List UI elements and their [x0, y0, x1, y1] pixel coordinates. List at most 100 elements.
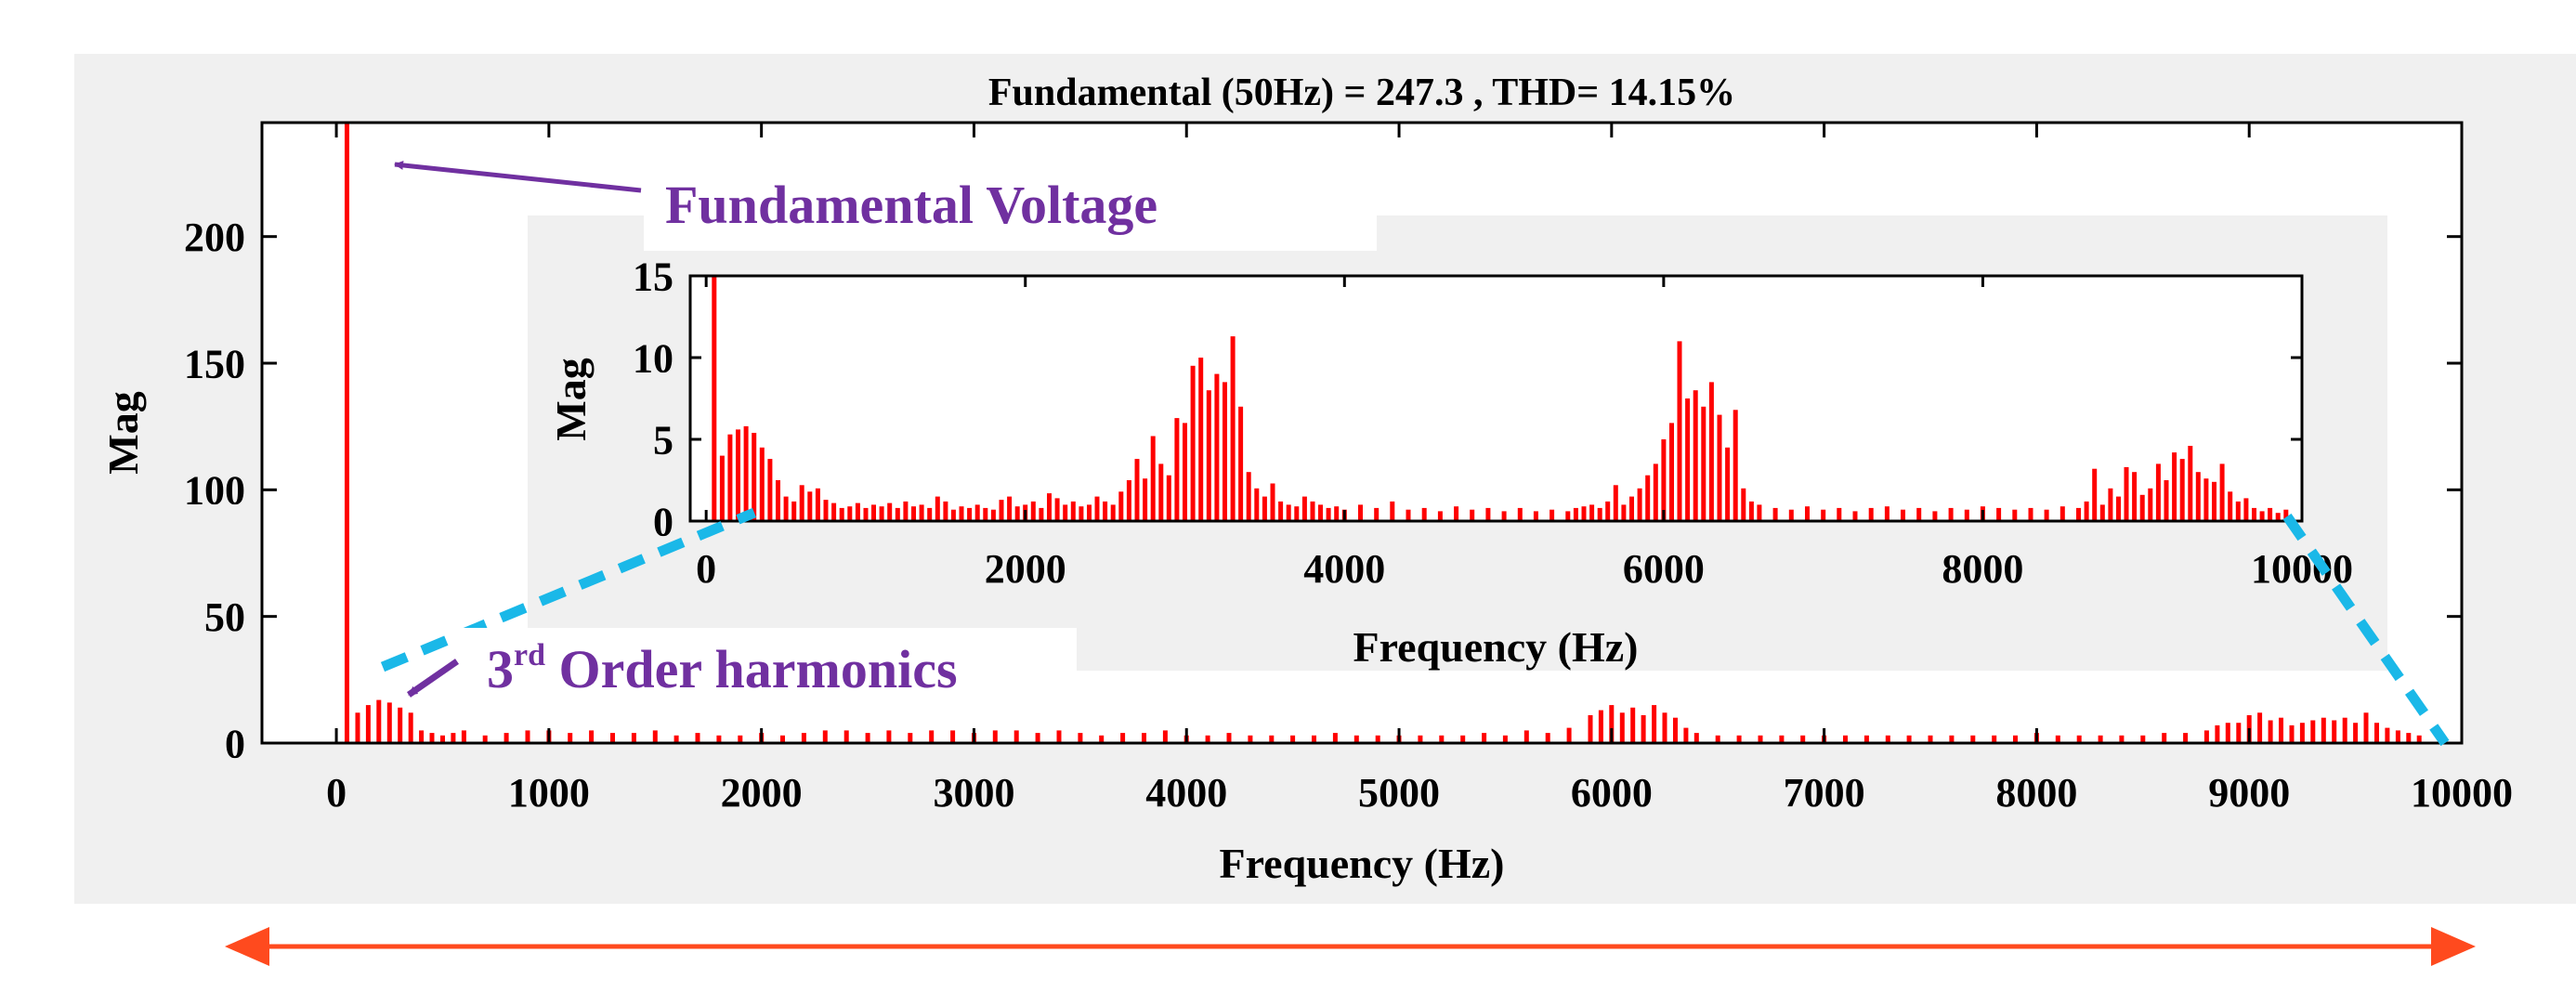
main-bar [408, 712, 413, 743]
third-harmonic-arrow [407, 659, 459, 698]
main-y-tick-label: 200 [184, 215, 245, 260]
inset-bar [2268, 507, 2273, 521]
main-bar [1630, 707, 1636, 743]
main-bar [1162, 730, 1168, 743]
main-x-tick-label: 10000 [2411, 770, 2513, 816]
main-bar [2119, 735, 2125, 743]
inset-bar [2259, 511, 2265, 521]
inset-bar [1190, 365, 1196, 521]
main-bar [1013, 730, 1019, 743]
inset-bar [1573, 507, 1578, 521]
main-bar [1715, 735, 1720, 743]
inset-bar [1653, 463, 1658, 521]
main-bar [1353, 735, 1359, 743]
main-bar [1609, 705, 1615, 743]
inset-bar [1390, 501, 1395, 521]
inset-axes-frame [688, 274, 2304, 523]
main-bar [2098, 735, 2103, 743]
inset-bar [1637, 488, 1642, 521]
main-bar [503, 733, 509, 743]
main-x-tick-label: 5000 [1358, 770, 1440, 816]
span-arrowhead-left [225, 927, 269, 966]
inset-bar [1741, 488, 1746, 521]
main-bar [2140, 735, 2146, 743]
inset-bar [1223, 382, 1227, 521]
inset-bar [863, 507, 869, 521]
main-y-tick-label: 0 [225, 721, 245, 766]
main-bar [652, 730, 658, 743]
inset-bar [1916, 507, 1922, 521]
inset-bar [1717, 414, 1722, 521]
inset-x-tick-label: 0 [696, 546, 716, 592]
inset-bar [2235, 501, 2241, 521]
inset-bar [990, 509, 996, 521]
inset-bar [1406, 509, 1411, 521]
main-bar [1226, 733, 1232, 743]
main-axes-frame [260, 121, 2464, 745]
main-bar [673, 735, 679, 743]
main-bar [1588, 715, 1593, 743]
inset-bar [903, 501, 909, 521]
inset-bar [1565, 511, 1571, 521]
inset-y-tick-label: 15 [633, 254, 673, 299]
inset-bar [1254, 488, 1260, 521]
inset-bar [927, 507, 933, 521]
main-bar [568, 733, 573, 743]
inset-bar [2012, 509, 2018, 521]
main-bar [2013, 735, 2018, 743]
inset-bar [1533, 511, 1538, 521]
inset-bar [1708, 382, 1714, 521]
main-bar [1205, 735, 1210, 743]
inset-bar [2195, 472, 2201, 521]
main-bar [1078, 733, 1083, 743]
inset-bar [1581, 506, 1587, 521]
main-x-axis-label: Frequency (Hz) [1219, 840, 1504, 887]
inset-bar [967, 507, 973, 521]
main-bar [1312, 735, 1316, 743]
inset-bar [1693, 390, 1698, 521]
main-bar [1375, 735, 1380, 743]
inset-bar [1374, 507, 1380, 521]
main-bar [1482, 733, 1487, 743]
main-bar [398, 707, 403, 743]
inset-bar [776, 480, 780, 521]
inset-bar [1206, 390, 1211, 521]
inset-bar [1358, 504, 1363, 521]
inset-bar [935, 496, 940, 521]
main-bar [2363, 712, 2369, 743]
inset-bar [950, 509, 956, 521]
inset-bar [791, 501, 797, 521]
main-bar [929, 730, 935, 743]
inset-bar [1079, 506, 1084, 521]
inset-bar [2084, 501, 2089, 521]
inset-bar [807, 491, 813, 521]
main-bar [695, 733, 700, 743]
inset-bar [2108, 488, 2113, 521]
inset-bar [1318, 504, 1323, 521]
inset-bar [974, 504, 980, 521]
main-bar [1099, 735, 1105, 743]
main-bar [1619, 712, 1625, 743]
inset-bar [1821, 509, 1826, 521]
inset-bar [1685, 398, 1691, 521]
inset-bar [839, 507, 844, 521]
inset-bar [2099, 504, 2105, 521]
main-bar [1248, 735, 1253, 743]
main-bar [716, 735, 722, 743]
fundamental-label-box [644, 165, 1377, 251]
inset-bar [1884, 506, 1890, 521]
inset-bar [1757, 504, 1762, 521]
inset-bar [1550, 509, 1555, 521]
inset-x-tick-label: 10000 [2251, 546, 2353, 592]
inset-bar [1310, 501, 1315, 521]
inset-bar [1621, 504, 1627, 521]
main-bar [2236, 723, 2242, 743]
main-x-tick-label: 7000 [1784, 770, 1865, 816]
main-bar [780, 735, 785, 743]
main-bar [1439, 735, 1445, 743]
main-bar [2299, 723, 2305, 743]
main-bar [376, 699, 382, 743]
main-bar [1035, 733, 1040, 743]
main-bar [1566, 727, 1572, 743]
main-bar [1928, 735, 1933, 743]
